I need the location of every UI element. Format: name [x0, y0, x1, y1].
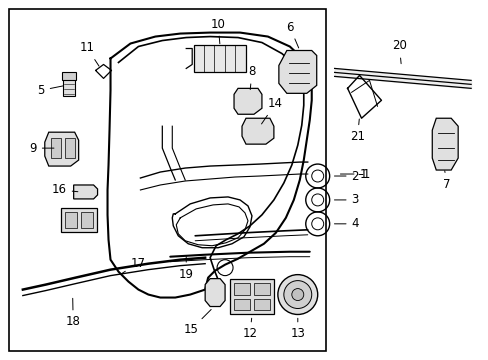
Bar	[234, 283, 249, 294]
Text: 9: 9	[29, 141, 54, 155]
Text: 4: 4	[334, 217, 358, 230]
Text: 10: 10	[210, 18, 225, 44]
Text: 19: 19	[178, 256, 193, 281]
Text: 18: 18	[65, 298, 81, 328]
Circle shape	[291, 289, 303, 301]
Bar	[51, 138, 61, 158]
Text: 20: 20	[391, 40, 406, 64]
Circle shape	[283, 280, 311, 309]
Polygon shape	[278, 50, 316, 93]
Text: 17: 17	[121, 257, 145, 274]
Text: 8: 8	[248, 66, 255, 90]
Bar	[64, 138, 75, 158]
Text: 14: 14	[261, 97, 283, 124]
Text: 1: 1	[340, 167, 366, 180]
Bar	[61, 72, 76, 80]
Bar	[62, 78, 75, 96]
Polygon shape	[45, 132, 79, 166]
Text: 3: 3	[334, 193, 358, 206]
Polygon shape	[431, 118, 457, 170]
Text: 5: 5	[37, 84, 63, 97]
Bar	[253, 283, 269, 294]
Bar	[61, 208, 96, 232]
Polygon shape	[205, 279, 224, 306]
Text: 11: 11	[80, 41, 99, 66]
Text: 15: 15	[183, 310, 211, 337]
Circle shape	[277, 275, 317, 315]
Bar	[194, 45, 245, 72]
Bar	[234, 298, 249, 310]
Text: 21: 21	[349, 119, 365, 143]
Polygon shape	[242, 118, 273, 144]
Bar	[81, 212, 92, 228]
Text: –1: –1	[357, 167, 370, 180]
Polygon shape	[74, 185, 98, 199]
Bar	[253, 298, 269, 310]
Bar	[9, 9, 325, 351]
Text: 6: 6	[285, 21, 298, 48]
Polygon shape	[234, 88, 262, 114]
Text: 13: 13	[290, 318, 305, 341]
Bar	[229, 279, 273, 315]
Text: 12: 12	[242, 318, 257, 341]
Text: 2: 2	[334, 170, 358, 183]
Text: 16: 16	[52, 184, 78, 197]
Bar	[64, 212, 77, 228]
Text: 7: 7	[443, 171, 450, 191]
